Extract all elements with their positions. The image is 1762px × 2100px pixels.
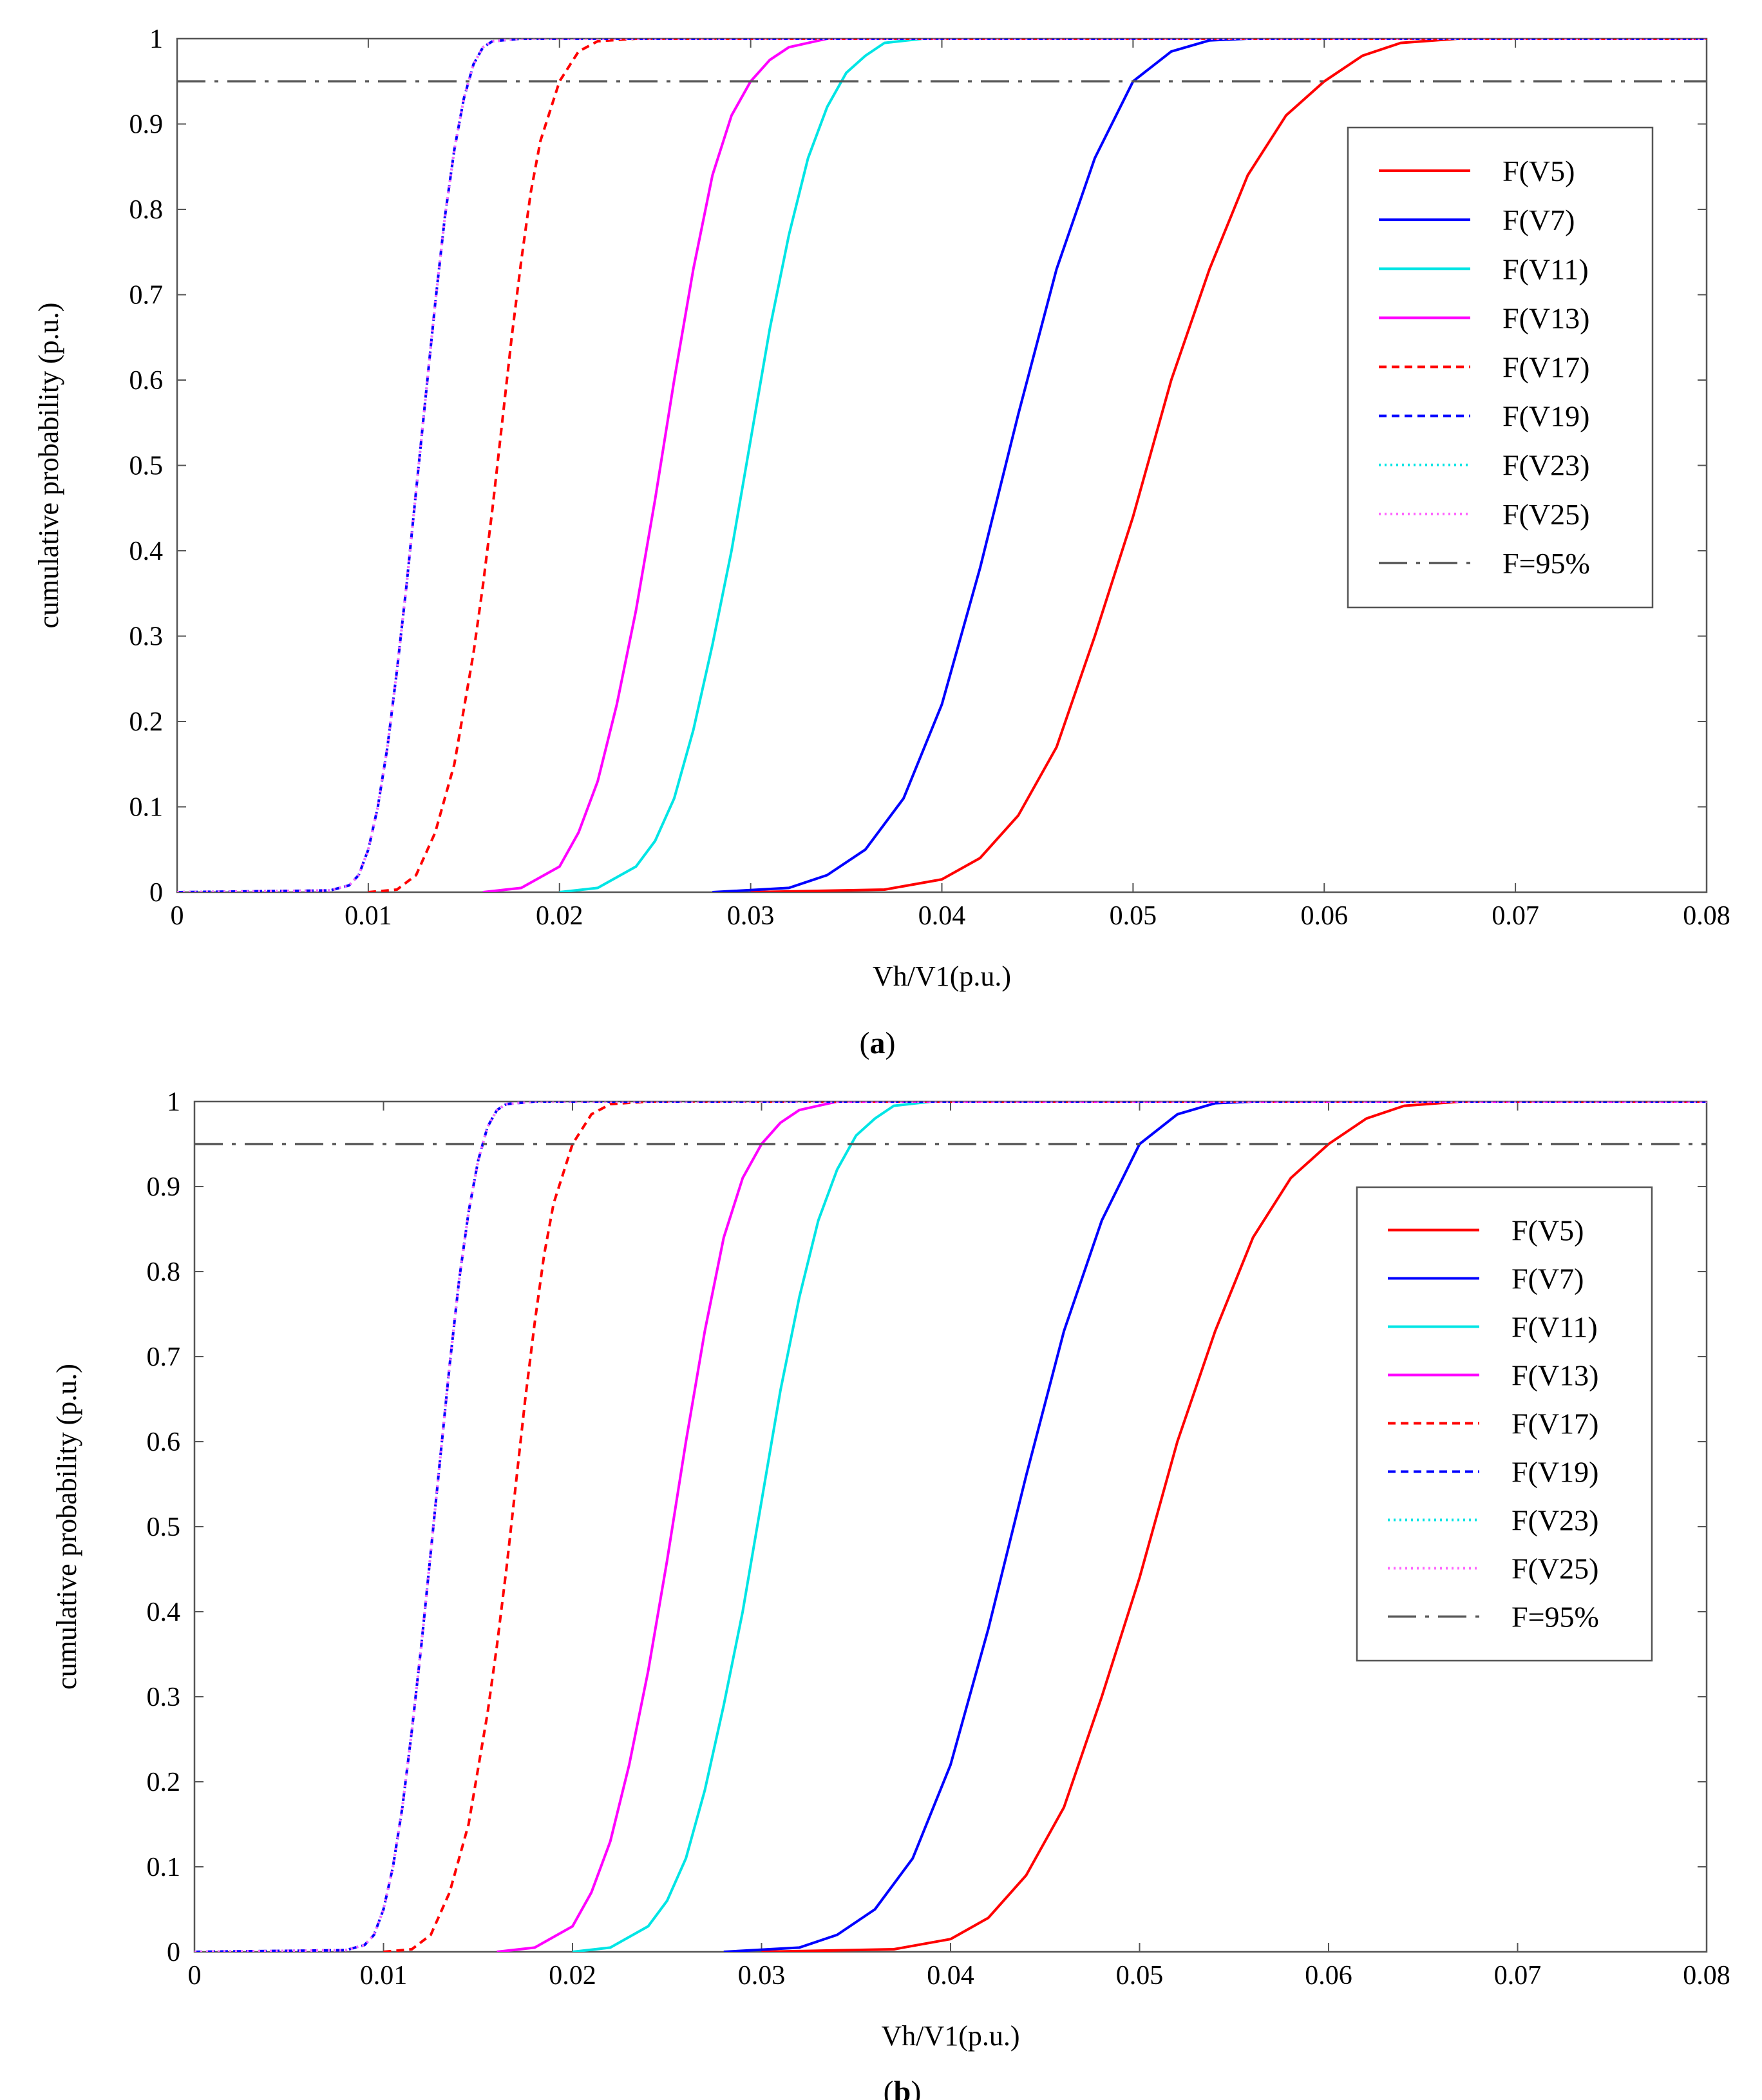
- legend-label: F(V7): [1511, 1263, 1584, 1295]
- panel-caption: (a): [860, 1026, 896, 1060]
- legend: F(V5) F(V7) F(V11) F(V13) F(V17) F(V19) F(V23)…: [1356, 1186, 1653, 1662]
- panel-b: 0 0.01 0.02 0.03 0.04 0.05 0.06 0.07 0.08 0 0.1 0.2…: [51, 1087, 1730, 2100]
- y-tick-label: 0: [149, 878, 163, 908]
- legend-label: F=95%: [1511, 1601, 1599, 1634]
- y-tick-label: 0.3: [129, 622, 164, 652]
- series-line-f-v17: [383, 1102, 1707, 1952]
- legend-label: F(V5): [1511, 1214, 1584, 1247]
- legend-label: F(V5): [1502, 155, 1575, 187]
- caption-close-paren: ): [911, 2075, 921, 2100]
- x-tick-label: 0.02: [549, 1961, 596, 1990]
- panel-a: 0 0.01 0.02 0.03 0.04 0.05 0.06 0.07 0.08 0 0.1 0.2…: [33, 24, 1730, 1060]
- legend-label: F(V23): [1502, 449, 1589, 482]
- series-line-f-v7: [723, 1102, 1707, 1952]
- y-axis-label: cumulative probability (p.u.): [51, 1364, 82, 1690]
- x-tick-label: 0.02: [536, 901, 583, 931]
- x-tick-label: 0.06: [1301, 901, 1349, 931]
- x-tick-label: 0.03: [738, 1961, 786, 1990]
- y-tick-label: 0: [167, 1938, 180, 1967]
- legend: F(V5) F(V7) F(V11) F(V13) F(V17) F(V19) F(V23)…: [1347, 126, 1654, 609]
- y-axis-label: cumulative probability (p.u.): [33, 303, 64, 629]
- legend-label: F(V7): [1502, 204, 1575, 236]
- x-tick-label: 0: [171, 901, 184, 931]
- y-tick-label: 0.7: [129, 281, 164, 310]
- x-tick-label: 0.08: [1683, 1961, 1730, 1990]
- x-tick-label: 0.07: [1494, 1961, 1542, 1990]
- legend-label: F(V11): [1502, 253, 1589, 285]
- y-tick-label: 0.3: [147, 1683, 181, 1712]
- x-tick-label: 0.06: [1305, 1961, 1352, 1990]
- y-tick-label: 1: [149, 24, 163, 54]
- series-line-f-v25: [177, 39, 1707, 892]
- legend-label: F(V17): [1511, 1408, 1598, 1440]
- y-tick-label: 0.1: [147, 1853, 181, 1882]
- caption-open-paren: (: [860, 1026, 870, 1060]
- x-tick-label: 0.08: [1683, 901, 1730, 931]
- x-tick-label: 0.05: [1110, 901, 1157, 931]
- y-tick-label: 0.1: [129, 793, 164, 823]
- x-tick-label: 0: [188, 1961, 202, 1990]
- legend-label: F(V11): [1511, 1311, 1598, 1344]
- series-line-f-v19: [177, 39, 1707, 892]
- x-axis-label: Vh/V1(p.u.): [881, 2020, 1019, 2052]
- series-line-f-v5: [761, 1102, 1707, 1952]
- x-tick-label: 0.04: [918, 901, 966, 931]
- legend-label: F=95%: [1502, 547, 1590, 580]
- legend-label: F(V23): [1511, 1504, 1598, 1537]
- legend-label: F(V25): [1511, 1552, 1598, 1585]
- y-tick-label: 0.8: [129, 195, 164, 225]
- y-tick-label: 0.5: [129, 452, 164, 481]
- x-tick-label: 0.05: [1116, 1961, 1164, 1990]
- x-tick-label: 0.04: [927, 1961, 974, 1990]
- y-tick-label: 0.4: [129, 537, 164, 566]
- legend-label: F(V13): [1511, 1359, 1598, 1392]
- x-tick-label: 0.07: [1492, 901, 1539, 931]
- y-tick-label: 0.6: [129, 366, 164, 396]
- series-line-f-v11: [572, 1102, 1707, 1952]
- legend-label: F(V19): [1502, 400, 1589, 433]
- y-tick-label: 0.9: [129, 110, 164, 140]
- y-tick-label: 0.8: [147, 1257, 181, 1287]
- series-line-f-v19: [194, 1102, 1707, 1952]
- legend-label: F(V13): [1502, 301, 1589, 334]
- x-axis-label: Vh/V1(p.u.): [873, 960, 1011, 992]
- x-tick-label: 0.01: [345, 901, 392, 931]
- caption-close-paren: ): [886, 1026, 896, 1060]
- series-line-f-v11: [559, 39, 1707, 892]
- caption-letter: a: [870, 1026, 886, 1060]
- x-tick-label: 0.01: [360, 1961, 408, 1990]
- x-tick-label: 0.03: [727, 901, 775, 931]
- panel-caption: (b): [884, 2075, 922, 2100]
- series-lines: [177, 39, 1707, 892]
- legend-label: F(V17): [1502, 351, 1589, 384]
- y-tick-label: 0.9: [147, 1172, 181, 1202]
- y-tick-label: 0.2: [129, 707, 164, 737]
- caption-letter: b: [894, 2075, 911, 2100]
- series-line-f-v17: [368, 39, 1707, 892]
- legend-label: F(V19): [1511, 1456, 1598, 1489]
- y-tick-label: 0.7: [147, 1342, 181, 1372]
- y-tick-label: 0.4: [147, 1598, 181, 1627]
- series-lines: [194, 1102, 1707, 1952]
- legend-label: F(V25): [1502, 498, 1589, 531]
- caption-open-paren: (: [884, 2075, 894, 2100]
- y-tick-label: 1: [167, 1087, 180, 1117]
- series-line-f-v7: [712, 39, 1707, 892]
- series-line-f-v13: [497, 1102, 1707, 1952]
- series-line-f-v13: [482, 39, 1707, 892]
- y-tick-label: 0.5: [147, 1513, 181, 1542]
- y-tick-label: 0.2: [147, 1768, 181, 1797]
- series-line-f-v5: [750, 39, 1707, 892]
- y-tick-label: 0.6: [147, 1427, 181, 1457]
